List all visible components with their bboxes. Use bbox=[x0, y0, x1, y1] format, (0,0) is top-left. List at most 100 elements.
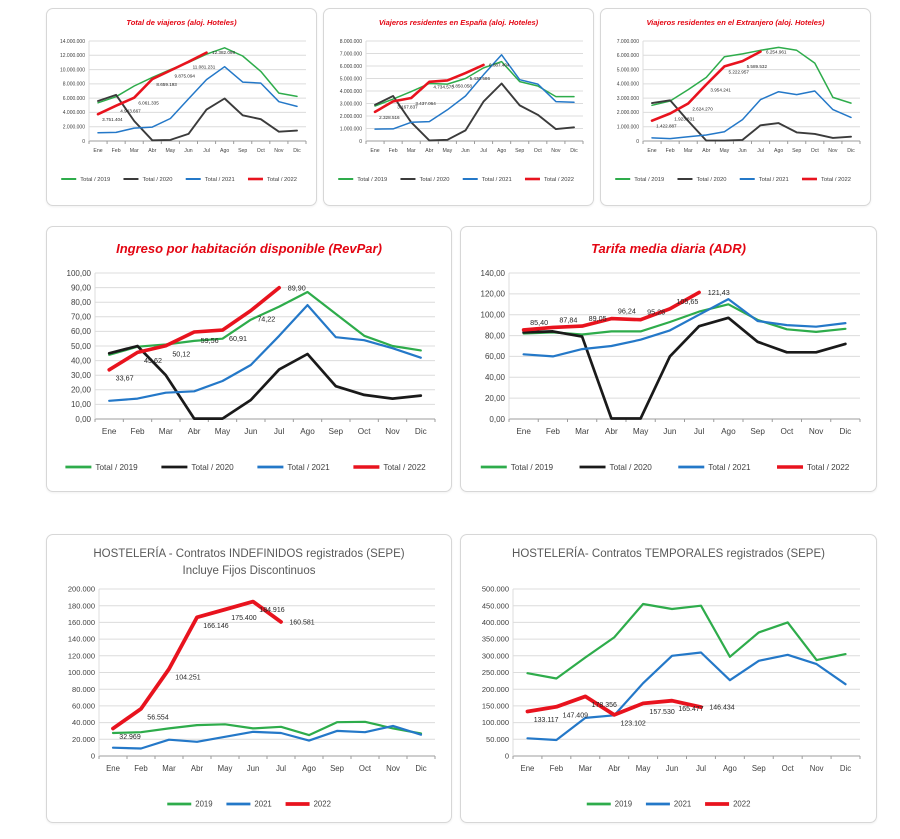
svg-text:3.167.837: 3.167.837 bbox=[397, 104, 418, 109]
svg-text:20.000: 20.000 bbox=[72, 735, 95, 744]
svg-text:450.000: 450.000 bbox=[482, 601, 509, 610]
svg-text:89,90: 89,90 bbox=[288, 283, 306, 292]
svg-text:Dic: Dic bbox=[415, 427, 427, 436]
svg-text:40.000: 40.000 bbox=[72, 718, 95, 727]
svg-text:Jun: Jun bbox=[247, 764, 260, 773]
svg-text:Ene: Ene bbox=[102, 427, 117, 436]
svg-text:6.000.000: 6.000.000 bbox=[63, 96, 85, 102]
svg-text:Dic: Dic bbox=[570, 148, 578, 154]
svg-text:Total / 2021: Total / 2021 bbox=[708, 463, 751, 472]
svg-text:Jun: Jun bbox=[666, 764, 679, 773]
svg-text:Dic: Dic bbox=[840, 764, 851, 773]
svg-text:74,22: 74,22 bbox=[257, 314, 275, 323]
chart-card-viajeros-espana: Viajeros residentes en España (aloj. Hot… bbox=[323, 8, 594, 206]
svg-text:May: May bbox=[165, 148, 175, 154]
svg-text:Total / 2022: Total / 2022 bbox=[544, 177, 574, 183]
svg-text:146.434: 146.434 bbox=[709, 705, 734, 712]
chart-title-contratos-temporales: HOSTELERÍA- Contratos TEMPORALES registr… bbox=[512, 548, 825, 560]
svg-text:Abr: Abr bbox=[148, 148, 156, 154]
svg-text:157.530: 157.530 bbox=[649, 709, 674, 716]
svg-text:4.000.000: 4.000.000 bbox=[340, 89, 362, 95]
svg-text:Total / 2022: Total / 2022 bbox=[267, 177, 297, 183]
svg-text:Total / 2019: Total / 2019 bbox=[511, 463, 554, 472]
svg-text:5.222.957: 5.222.957 bbox=[729, 69, 750, 74]
svg-text:89,05: 89,05 bbox=[589, 314, 607, 323]
chart-title-adr: Tarifa media diaria (ADR) bbox=[591, 241, 746, 256]
svg-text:Dic: Dic bbox=[293, 148, 301, 154]
svg-text:300.000: 300.000 bbox=[482, 651, 509, 660]
svg-text:Oct: Oct bbox=[359, 764, 372, 773]
svg-text:30,00: 30,00 bbox=[71, 371, 92, 380]
svg-text:3.751.404: 3.751.404 bbox=[102, 117, 123, 122]
svg-text:121,43: 121,43 bbox=[708, 288, 730, 297]
svg-text:175.400: 175.400 bbox=[231, 615, 256, 622]
svg-text:10.000.000: 10.000.000 bbox=[60, 67, 85, 73]
svg-text:Jun: Jun bbox=[738, 148, 746, 154]
svg-text:96,24: 96,24 bbox=[618, 307, 636, 316]
chart-subtitle-contratos-indefinidos: Incluye Fijos Discontinuos bbox=[182, 564, 316, 577]
svg-text:140.000: 140.000 bbox=[68, 635, 95, 644]
svg-text:5.589.532: 5.589.532 bbox=[747, 64, 768, 69]
chart-canvas-revpar: 0,00 10,00 20,00 30,00 40,00 50,00 60,00 70,00 8… bbox=[65, 269, 436, 472]
svg-text:150.000: 150.000 bbox=[482, 702, 509, 711]
svg-text:6.000.000: 6.000.000 bbox=[340, 64, 362, 70]
svg-text:Abr: Abr bbox=[702, 148, 710, 154]
svg-text:Nov: Nov bbox=[809, 427, 824, 436]
svg-text:95,26: 95,26 bbox=[647, 308, 665, 317]
svg-text:2.000.000: 2.000.000 bbox=[617, 110, 639, 116]
svg-text:2019: 2019 bbox=[195, 800, 212, 809]
svg-text:Abr: Abr bbox=[608, 764, 621, 773]
svg-text:Total / 2020: Total / 2020 bbox=[610, 463, 653, 472]
svg-text:60,91: 60,91 bbox=[229, 334, 247, 343]
svg-text:4.850.058: 4.850.058 bbox=[452, 83, 473, 88]
svg-text:May: May bbox=[719, 148, 729, 154]
middle-charts-row: Ingreso por habitación disponible (RevPa… bbox=[46, 226, 900, 492]
chart-card-contratos-temporales: HOSTELERÍA- Contratos TEMPORALES registr… bbox=[460, 534, 877, 823]
svg-text:Nov: Nov bbox=[810, 764, 824, 773]
svg-text:Abr: Abr bbox=[188, 427, 201, 436]
svg-text:Mar: Mar bbox=[684, 148, 693, 154]
chart-title-contratos-indefinidos: HOSTELERÍA - Contratos INDEFINIDOS regis… bbox=[93, 548, 405, 560]
svg-text:Mar: Mar bbox=[579, 764, 593, 773]
svg-text:100.000: 100.000 bbox=[482, 718, 509, 727]
svg-text:Abr: Abr bbox=[425, 148, 433, 154]
svg-text:180.000: 180.000 bbox=[68, 601, 95, 610]
svg-text:184.916: 184.916 bbox=[259, 607, 284, 614]
svg-text:Oct: Oct bbox=[257, 148, 266, 154]
svg-text:87,84: 87,84 bbox=[559, 315, 577, 324]
svg-text:Feb: Feb bbox=[134, 764, 148, 773]
svg-text:6.000.000: 6.000.000 bbox=[617, 53, 639, 59]
svg-text:Total / 2022: Total / 2022 bbox=[807, 463, 850, 472]
svg-text:40,00: 40,00 bbox=[71, 356, 92, 365]
svg-text:50,00: 50,00 bbox=[71, 342, 92, 351]
svg-text:400.000: 400.000 bbox=[482, 618, 509, 627]
svg-text:Feb: Feb bbox=[550, 764, 564, 773]
bottom-charts-row: HOSTELERÍA - Contratos INDEFINIDOS regis… bbox=[46, 534, 900, 823]
chart-title-viajeros-espana: Viajeros residentes en España (aloj. Hot… bbox=[378, 18, 539, 27]
svg-text:100,00: 100,00 bbox=[481, 311, 506, 320]
svg-text:4.943.667: 4.943.667 bbox=[120, 109, 141, 114]
svg-text:6.061.335: 6.061.335 bbox=[138, 101, 159, 106]
svg-text:Ene: Ene bbox=[106, 764, 120, 773]
svg-text:8.000.000: 8.000.000 bbox=[340, 39, 362, 45]
svg-text:Abr: Abr bbox=[605, 427, 618, 436]
top-charts-row: Total de viajeros (aloj. Hoteles) 0 2.000… bbox=[46, 8, 900, 206]
svg-text:4.734.573: 4.734.573 bbox=[433, 85, 454, 90]
svg-text:12.382.098: 12.382.098 bbox=[212, 50, 235, 55]
svg-text:Ago: Ago bbox=[302, 764, 317, 773]
svg-text:Ago: Ago bbox=[721, 427, 736, 436]
svg-text:123.102: 123.102 bbox=[621, 720, 646, 727]
chart-card-viajeros-extranjero: Viajeros residentes en el Extranjero (al… bbox=[600, 8, 871, 206]
svg-text:Sep: Sep bbox=[752, 764, 767, 773]
svg-text:Oct: Oct bbox=[358, 427, 371, 436]
svg-text:59,56: 59,56 bbox=[201, 336, 219, 345]
svg-text:Total / 2022: Total / 2022 bbox=[383, 463, 426, 472]
svg-text:2.000.000: 2.000.000 bbox=[340, 114, 362, 120]
svg-text:45,62: 45,62 bbox=[144, 356, 162, 365]
svg-text:Total / 2021: Total / 2021 bbox=[205, 177, 235, 183]
svg-text:100.000: 100.000 bbox=[68, 668, 95, 677]
svg-text:May: May bbox=[442, 148, 452, 154]
svg-text:3.000.000: 3.000.000 bbox=[617, 96, 639, 102]
svg-text:80.000: 80.000 bbox=[72, 685, 95, 694]
svg-text:Nov: Nov bbox=[274, 148, 284, 154]
